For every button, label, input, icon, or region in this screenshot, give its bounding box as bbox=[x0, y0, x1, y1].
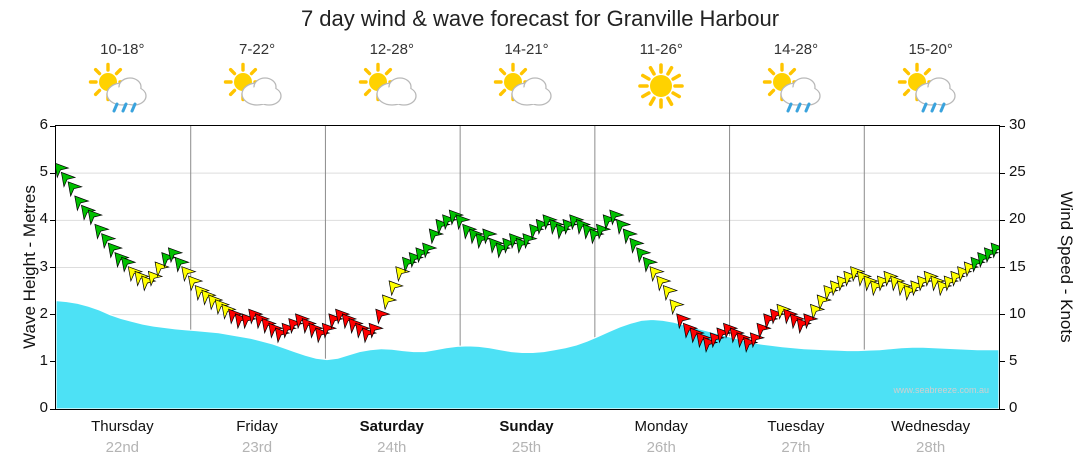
day-name: Monday bbox=[634, 418, 688, 435]
left-tick-label: 6 bbox=[39, 116, 48, 133]
sun-cloud-rain-icon bbox=[86, 62, 158, 114]
left-tick-label: 4 bbox=[39, 210, 48, 228]
right-tick-label: 25 bbox=[1009, 163, 1026, 181]
day-name: Sunday bbox=[499, 418, 554, 435]
day-label-thursday: Thursday 22nd bbox=[42, 418, 202, 456]
right-tick bbox=[1000, 125, 1005, 127]
right-tick bbox=[1000, 267, 1005, 268]
credit-label: www.seabreeze.com.au bbox=[893, 385, 989, 395]
right-axis-title-text: Wind Speed - Knots bbox=[1057, 191, 1076, 343]
right-tick bbox=[1000, 408, 1005, 410]
day-label-monday: Monday 26th bbox=[581, 418, 741, 456]
right-tick-label: 30 bbox=[1009, 116, 1026, 133]
temperature-range-wednesday: 15-20° bbox=[908, 41, 953, 58]
day-date: 25th bbox=[511, 439, 542, 456]
temperature-range-thursday: 10-18° bbox=[100, 41, 145, 58]
day-name: Tuesday bbox=[767, 418, 825, 435]
left-tick bbox=[50, 125, 55, 127]
day-date: 24th bbox=[377, 439, 407, 456]
right-tick-label: 5 bbox=[1009, 351, 1018, 369]
day-label-tuesday: Tuesday 27th bbox=[716, 418, 876, 456]
right-tick bbox=[1000, 314, 1005, 316]
day-label-friday: Friday 23rd bbox=[177, 418, 337, 456]
day-label-sunday: Sunday 25th bbox=[447, 418, 607, 456]
right-tick-label: 0 bbox=[1009, 399, 1018, 416]
day-date: 23rd bbox=[242, 439, 273, 456]
day-date: 22nd bbox=[105, 439, 140, 456]
temperature-range-sunday: 14-21° bbox=[504, 41, 549, 58]
right-tick bbox=[1000, 219, 1005, 221]
sun-icon bbox=[625, 62, 697, 114]
sun-cloud-rain-icon bbox=[895, 62, 967, 114]
day-date: 26th bbox=[646, 439, 676, 456]
left-tick-label: 5 bbox=[39, 163, 48, 181]
day-name: Thursday bbox=[91, 418, 154, 435]
day-date: 27th bbox=[781, 439, 811, 456]
sun-cloud-icon bbox=[221, 62, 293, 114]
plot-area: www.seabreeze.com.au bbox=[55, 125, 1000, 410]
day-date: 28th bbox=[916, 439, 946, 456]
right-tick-label: 15 bbox=[1009, 257, 1026, 275]
right-tick bbox=[1000, 361, 1005, 363]
right-axis-title: Wind Speed - Knots bbox=[1052, 120, 1080, 410]
left-tick bbox=[50, 267, 55, 268]
temperature-range-saturday: 12-28° bbox=[369, 41, 414, 58]
temperature-range-monday: 11-26° bbox=[639, 41, 683, 58]
page-title: 7 day wind & wave forecast for Granville… bbox=[300, 6, 780, 31]
left-tick-label: 3 bbox=[39, 257, 48, 275]
left-tick bbox=[50, 219, 55, 221]
temperature-range-friday: 7-22° bbox=[239, 41, 276, 58]
temperature-range-tuesday: 14-28° bbox=[773, 41, 819, 58]
sun-cloud-icon bbox=[356, 62, 428, 114]
left-tick bbox=[50, 172, 55, 174]
day-name: Friday bbox=[236, 418, 278, 435]
day-label-wednesday: Wednesday 28th bbox=[851, 418, 1011, 456]
left-tick-label: 0 bbox=[39, 399, 48, 416]
day-label-saturday: Saturday 24th bbox=[312, 418, 472, 456]
left-tick bbox=[50, 408, 55, 410]
right-tick-label: 10 bbox=[1009, 304, 1026, 322]
day-name: Saturday bbox=[359, 418, 424, 435]
sun-cloud-icon bbox=[491, 62, 563, 114]
left-tick bbox=[50, 314, 55, 316]
left-tick-label: 2 bbox=[39, 304, 48, 322]
sun-cloud-rain-icon bbox=[760, 62, 832, 114]
left-tick-label: 1 bbox=[39, 351, 48, 369]
right-tick bbox=[1000, 172, 1005, 174]
right-tick-label: 20 bbox=[1009, 210, 1026, 228]
left-tick bbox=[50, 361, 55, 363]
day-name: Wednesday bbox=[891, 418, 971, 435]
chart-canvas bbox=[56, 126, 999, 409]
